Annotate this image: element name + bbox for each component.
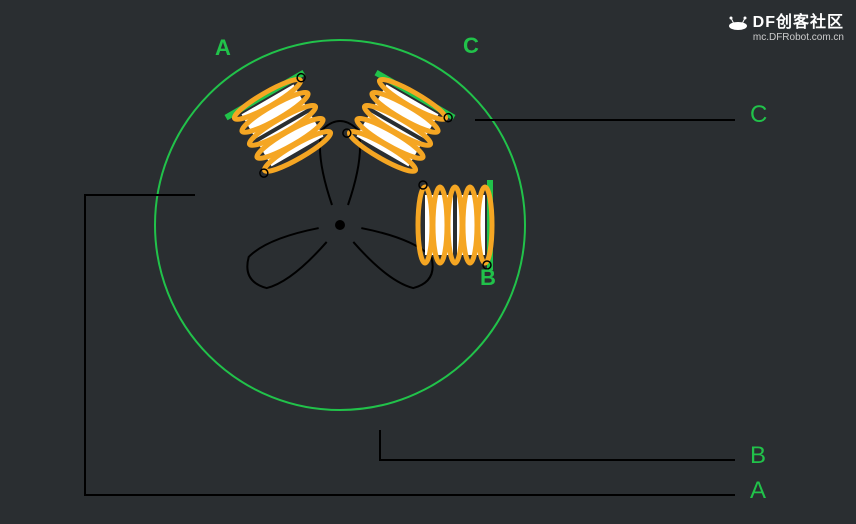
coil-label-C: C [463, 33, 479, 58]
rotor-hub [335, 220, 345, 230]
coil-label-B: B [480, 265, 496, 290]
wire-B [380, 430, 735, 460]
coil-label-A: A [215, 35, 231, 60]
logo-text: DF创客社区 [753, 14, 844, 31]
coil-B [418, 180, 493, 270]
coil-A [225, 70, 340, 180]
terminal-label-A: A [750, 477, 766, 504]
logo-url: mc.DFRobot.com.cn [727, 32, 844, 43]
terminal-label-B: B [750, 442, 766, 469]
wire-A [85, 195, 735, 495]
coil-C [340, 70, 455, 180]
terminal-label-C: C [750, 101, 767, 128]
watermark-logo: DF创客社区 mc.DFRobot.com.cn [727, 8, 844, 43]
